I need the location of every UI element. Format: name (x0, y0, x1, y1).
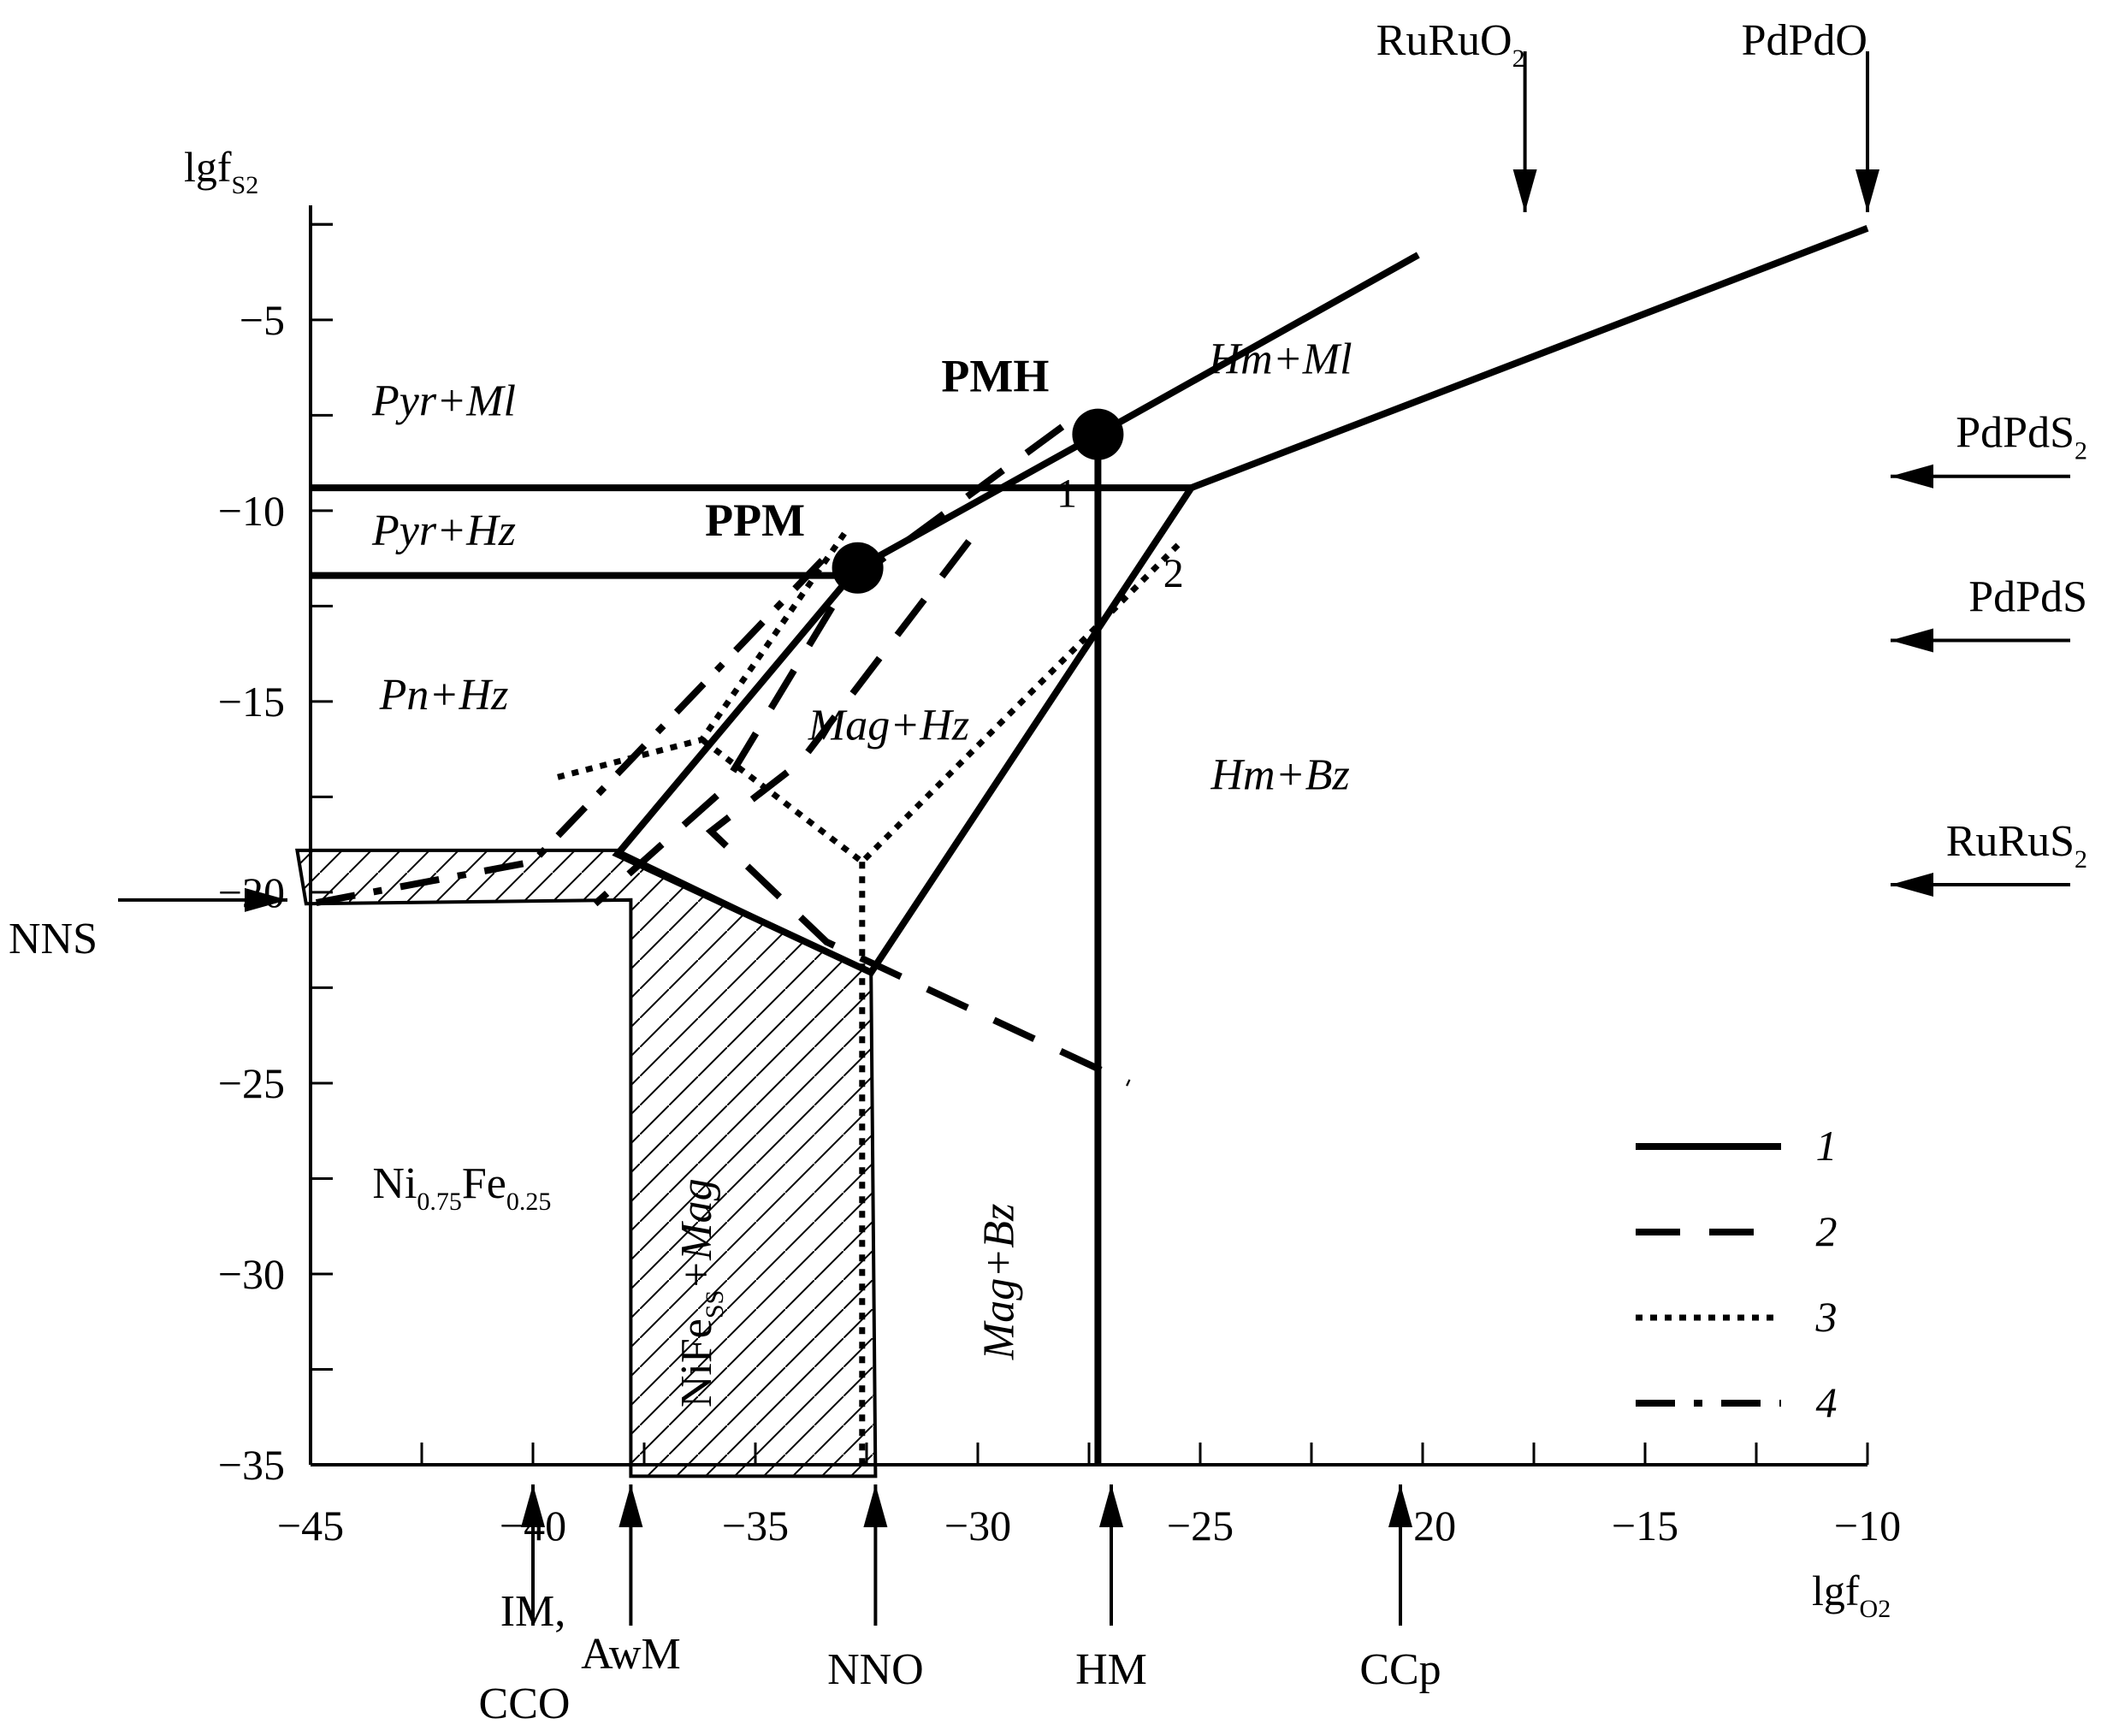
y-axis-title-sub: S2 (232, 171, 259, 199)
buffer-nns-arrow-head (245, 887, 287, 912)
buffer-pdpdo-arrow-head (1856, 169, 1879, 212)
region-nife-ss-mag-sub: SS (701, 1290, 729, 1318)
x-tick-label: −15 (1612, 1502, 1678, 1549)
series-2-segment-0 (593, 424, 1065, 907)
buffer-ruruo-label-sub: 2 (1512, 44, 1525, 73)
buffer-ruruo-arrow-head (1512, 169, 1537, 212)
y-tick-label: −10 (218, 487, 285, 535)
y-tick-label: −30 (218, 1250, 285, 1298)
y-tick-label: −25 (218, 1059, 285, 1107)
buffer-hm-label: HM (1075, 1645, 1147, 1694)
x-tick-label: −45 (277, 1502, 344, 1549)
x-axis-title-sub: O2 (1860, 1595, 1891, 1623)
x-tick-label: −25 (1167, 1502, 1234, 1549)
y-axis-title: lgfS2 (184, 143, 258, 199)
point-ppm (832, 542, 884, 594)
region-nife-ss-mag-suffix: +Mag (672, 1178, 721, 1289)
region-mag-bz: Mag+Bz (975, 1204, 1024, 1360)
region-ni-fe-alloy-sub: 0.75 (417, 1188, 462, 1216)
buffer-ccp-arrow-head (1388, 1484, 1412, 1527)
region-hm-bz: Hm+Bz (1210, 750, 1349, 799)
buffer-nno-label: NNO (827, 1645, 924, 1694)
buffer-right-0-label-base: PdPdS (1956, 409, 2075, 458)
point-label-ppm: PPM (705, 495, 805, 546)
legend-label-3: 3 (1815, 1293, 1838, 1341)
region-ni-fe-alloy: Ni0.75Fe0.25 (372, 1159, 551, 1216)
buffer-nns-label: NNS (9, 915, 98, 963)
curve-number-1: 1 (1057, 471, 1077, 516)
region-pyr-hz: Pyr+Hz (371, 507, 516, 555)
y-tick-label: −15 (218, 678, 285, 726)
region-pyr-ml: Pyr+Ml (371, 376, 516, 425)
buffer-pdpdo-label-base: PdPdO (1742, 16, 1867, 65)
curve-number-2: 2 (1163, 551, 1184, 596)
buffer-im-label: IM, (500, 1587, 566, 1636)
buffer-right-1-label: PdPdS (1968, 573, 2087, 622)
series-3-segment-0 (554, 531, 847, 781)
buffer-right-1-arrow-head (1891, 628, 1933, 653)
buffer-im-label2: CCO (479, 1680, 571, 1728)
point-pmh (1072, 408, 1124, 460)
buffer-nno-arrow-head (863, 1484, 888, 1527)
region-ni-fe-alloy-sub2: 0.25 (506, 1188, 552, 1216)
buffer-right-2-label-sub: 2 (2075, 845, 2087, 874)
region-nife-ss-mag: NiFeSS+Mag (672, 1178, 729, 1407)
series-1-segment-3 (1190, 225, 1869, 491)
buffer-right-1-label-base: PdPdS (1968, 573, 2087, 622)
legend-layer: 1 2 3 4 (1636, 1122, 1838, 1426)
buffer-right-0-label: PdPdS2 (1956, 409, 2087, 465)
region-ni-fe-alloy-base2: Fe (462, 1159, 506, 1208)
x-axis-title: lgfO2 (1812, 1567, 1891, 1623)
x-tick-label: −35 (722, 1502, 789, 1549)
x-tick-label: −30 (944, 1502, 1011, 1549)
buffer-pdpdo-label: PdPdO (1742, 16, 1867, 65)
x-axis-title-base: lgf (1812, 1567, 1860, 1615)
point-label-pmh: PMH (941, 351, 1049, 402)
buffer-hm-arrow-head (1099, 1484, 1123, 1527)
series-2-segment-1 (705, 539, 1131, 1087)
buffer-right-2-arrow-head (1891, 872, 1933, 897)
labels-layer: Pyr+Ml Pyr+Hz Pn+Hz Mag+Hz Hm+Ml Hm+Bz Mag+Bz N… (371, 335, 1352, 1407)
region-mag-hz: Mag+Hz (808, 701, 969, 750)
buffer-right-2-label: RuRuS2 (1946, 817, 2087, 874)
buffer-ccp-label: CCp (1359, 1645, 1441, 1694)
buffer-right-0-arrow-head (1891, 464, 1933, 489)
buffer-im-arrow-head (521, 1484, 545, 1527)
region-hm-ml: Hm+Ml (1208, 335, 1352, 383)
buffer-right-0-label-sub: 2 (2075, 437, 2087, 465)
region-nife-ss-mag-base: NiFe (672, 1318, 721, 1407)
legend-label-2: 2 (1816, 1207, 1838, 1255)
series-3-segment-1 (700, 542, 1181, 866)
y-tick-label: −35 (218, 1441, 285, 1489)
legend-label-4: 4 (1816, 1378, 1838, 1426)
x-tick-label: −10 (1834, 1502, 1901, 1549)
buffer-awm-arrow-head (619, 1484, 643, 1527)
region-ni-fe-alloy-base: Ni (372, 1159, 417, 1208)
buffer-ruruo-label-base: RuRuO (1376, 16, 1512, 65)
y-axis-title-base: lgf (184, 143, 232, 191)
y-tick-label: −5 (240, 296, 285, 344)
region-pn-hz: Pn+Hz (379, 671, 509, 720)
invariant-points-layer: PMH PPM (705, 351, 1124, 594)
buffer-awm-label: AwM (581, 1630, 681, 1679)
legend-label-1: 1 (1816, 1122, 1838, 1170)
buffer-ruruo-label: RuRuO2 (1376, 16, 1525, 73)
series-4-segment-0 (310, 558, 825, 908)
buffer-right-2-label-base: RuRuS (1946, 817, 2075, 866)
series-1-segment-4 (612, 485, 1194, 977)
